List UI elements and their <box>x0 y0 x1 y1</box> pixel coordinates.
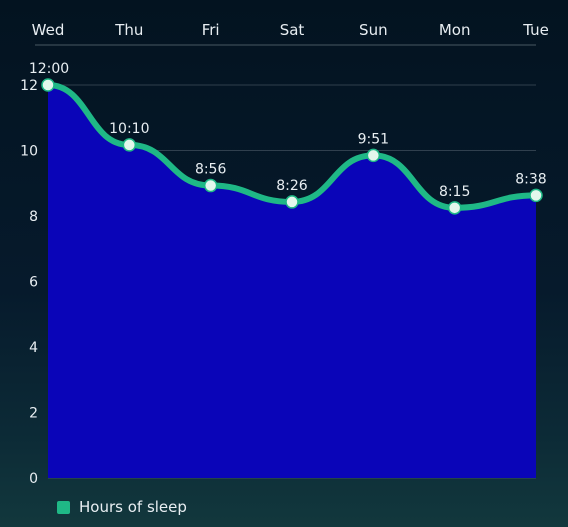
data-point-sat <box>285 195 299 209</box>
data-point-thu <box>122 138 137 152</box>
data-label-mon: 8:15 <box>439 184 470 200</box>
x-tick-label-thu: Thu <box>114 21 143 39</box>
x-tick-label-tue: Tue <box>522 21 549 39</box>
data-point-tue <box>529 188 543 203</box>
x-tick-label-sun: Sun <box>359 21 388 39</box>
data-point-mon <box>447 201 462 215</box>
y-tick-label-8: 8 <box>29 209 38 225</box>
data-point-sun <box>366 148 381 163</box>
data-label-sun: 9:51 <box>358 131 389 147</box>
data-label-sat: 8:26 <box>276 178 308 194</box>
y-tick-label-6: 6 <box>29 275 38 291</box>
y-tick-label-2: 2 <box>29 406 38 422</box>
x-tick-label-sat: Sat <box>280 21 305 39</box>
data-label-wed: 12:00 <box>29 61 69 77</box>
data-point-fri <box>203 178 218 193</box>
x-tick-label-mon: Mon <box>439 21 471 39</box>
data-point-wed <box>41 78 55 92</box>
legend-swatch-hours-of-sleep <box>57 500 70 514</box>
y-tick-label-12: 12 <box>20 78 38 94</box>
legend-label-hours-of-sleep: Hours of sleep <box>79 498 187 516</box>
y-tick-label-4: 4 <box>29 340 38 356</box>
y-tick-label-0: 0 <box>29 471 38 487</box>
data-label-thu: 10:10 <box>109 121 149 137</box>
x-tick-label-wed: Wed <box>32 21 65 39</box>
data-label-fri: 8:56 <box>195 162 227 178</box>
legend: Hours of sleep <box>57 498 187 516</box>
y-tick-label-10: 10 <box>20 144 38 160</box>
x-tick-label-fri: Fri <box>202 21 220 39</box>
data-label-tue: 8:38 <box>515 171 546 187</box>
